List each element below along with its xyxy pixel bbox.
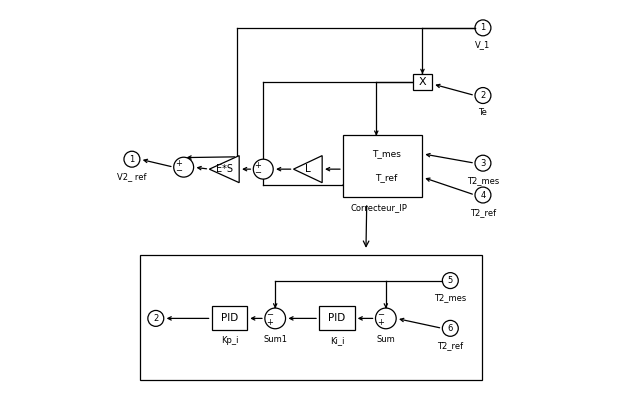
Bar xyxy=(343,135,423,197)
Bar xyxy=(413,74,432,90)
Text: T2_mes: T2_mes xyxy=(467,176,499,185)
Text: V_1: V_1 xyxy=(475,41,491,50)
Text: 3: 3 xyxy=(480,159,486,168)
Text: 2: 2 xyxy=(480,91,486,100)
Text: V2_ ref: V2_ ref xyxy=(117,172,147,181)
Circle shape xyxy=(253,159,273,179)
Text: −: − xyxy=(175,166,181,176)
Bar xyxy=(319,306,355,330)
Text: 5: 5 xyxy=(448,276,453,285)
Circle shape xyxy=(375,308,396,329)
Polygon shape xyxy=(209,156,239,183)
Circle shape xyxy=(174,157,193,177)
Text: 4: 4 xyxy=(480,191,486,199)
Text: L: L xyxy=(305,164,311,174)
Text: 1: 1 xyxy=(129,155,135,164)
Text: −: − xyxy=(377,310,384,319)
Text: 1: 1 xyxy=(480,23,486,32)
Bar xyxy=(140,255,482,380)
Text: Ki_i: Ki_i xyxy=(329,336,344,345)
Text: T_ref: T_ref xyxy=(375,173,398,182)
Polygon shape xyxy=(294,156,322,183)
Text: T_mes: T_mes xyxy=(372,149,401,158)
Text: 6: 6 xyxy=(448,324,453,333)
Text: +: + xyxy=(255,161,261,170)
Text: −: − xyxy=(266,310,273,319)
Text: PID: PID xyxy=(328,313,345,324)
Bar xyxy=(212,306,248,330)
Text: Sum1: Sum1 xyxy=(263,335,287,344)
Text: T2_ref: T2_ref xyxy=(437,341,464,350)
Text: T2_mes: T2_mes xyxy=(434,293,466,302)
Text: Te: Te xyxy=(479,108,488,117)
Text: PID: PID xyxy=(220,313,238,324)
Text: +: + xyxy=(377,318,384,327)
Text: E*S: E*S xyxy=(215,164,232,174)
Text: X: X xyxy=(419,76,427,87)
Text: +: + xyxy=(266,318,273,327)
Text: Sum: Sum xyxy=(377,335,395,344)
Text: +: + xyxy=(175,159,181,168)
Text: Correcteur_IP: Correcteur_IP xyxy=(351,203,408,212)
Circle shape xyxy=(265,308,285,329)
Text: 2: 2 xyxy=(153,314,158,323)
Text: −: − xyxy=(255,168,261,178)
Text: Kp_i: Kp_i xyxy=(220,336,238,345)
Text: T2_ref: T2_ref xyxy=(470,208,496,217)
